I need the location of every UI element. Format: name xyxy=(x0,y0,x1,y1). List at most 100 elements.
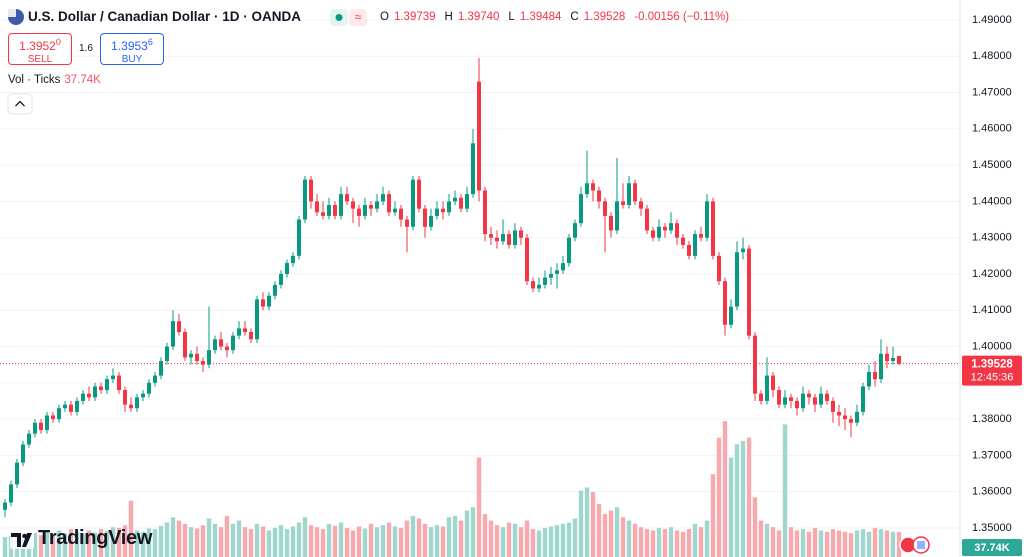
candle-body xyxy=(807,393,811,398)
volume-bar xyxy=(890,531,896,557)
candle-body xyxy=(123,390,127,405)
volume-bar xyxy=(422,523,428,557)
candle-body xyxy=(279,273,283,285)
candle-body xyxy=(207,350,211,365)
volume-bar xyxy=(152,529,158,557)
candle-body xyxy=(891,358,895,362)
volume-bar xyxy=(230,523,236,557)
candle-body xyxy=(789,397,793,401)
candle-body xyxy=(147,382,151,394)
volume-bar xyxy=(758,520,764,557)
volume-bar xyxy=(884,530,890,557)
volume-bar xyxy=(512,523,518,557)
sell-label: SELL xyxy=(27,54,53,65)
volume-bar xyxy=(572,518,578,557)
price-axis xyxy=(960,0,1024,557)
candle-body xyxy=(549,273,553,278)
candle-body xyxy=(723,281,727,325)
y-tick-label: 1.42000 xyxy=(972,268,1012,280)
candle-body xyxy=(801,393,805,409)
volume-bar xyxy=(32,533,38,557)
volume-bar xyxy=(578,490,584,557)
volume-bar xyxy=(428,527,434,557)
volume-bar xyxy=(434,525,440,557)
volume-bar xyxy=(236,520,242,557)
candle-body xyxy=(783,397,787,405)
candle-body xyxy=(87,393,91,398)
buy-price: 1.3953 xyxy=(111,39,148,53)
volume-bar xyxy=(716,437,722,557)
buy-button[interactable]: 1.39536 BUY xyxy=(100,33,164,65)
volume-bar xyxy=(386,522,392,557)
volume-bar xyxy=(338,522,344,557)
candle-body xyxy=(675,223,679,238)
volume-bar xyxy=(500,527,506,557)
volume-bar xyxy=(446,517,452,557)
candle-body xyxy=(423,208,427,227)
candle-body xyxy=(93,386,97,398)
volume-bar xyxy=(626,520,632,557)
volume-bar xyxy=(284,529,290,557)
y-tick-label: 1.40000 xyxy=(972,340,1012,352)
candle-body xyxy=(753,335,757,394)
candle-body xyxy=(537,284,541,289)
ohlc-value: 1.39528 xyxy=(583,11,626,23)
candle-body xyxy=(273,284,277,296)
candle-body xyxy=(681,237,685,245)
candle-body xyxy=(777,390,781,405)
candle-body xyxy=(555,270,559,274)
candle-body xyxy=(591,183,595,191)
y-tick-label: 1.36000 xyxy=(972,486,1012,498)
candle-body xyxy=(189,353,193,358)
volume-bar xyxy=(842,531,848,557)
candle-body xyxy=(69,404,73,412)
candle-body xyxy=(879,353,883,380)
volume-bar xyxy=(536,530,542,557)
candle-body xyxy=(27,433,31,445)
volume-bar xyxy=(584,487,590,557)
volume-bar xyxy=(404,520,410,557)
volume-bar xyxy=(812,527,818,557)
volume-bar xyxy=(506,522,512,557)
candle-body xyxy=(345,194,349,202)
volume-bar xyxy=(680,531,686,557)
candle-body xyxy=(507,234,511,245)
volume-bar xyxy=(452,515,458,557)
volume-bar xyxy=(686,529,692,557)
volume-bar xyxy=(362,528,368,557)
candle-body xyxy=(897,356,901,364)
volume-bar xyxy=(854,530,860,557)
candle-body xyxy=(117,375,121,391)
volume-bar xyxy=(74,531,80,557)
candle-body xyxy=(111,375,115,380)
volume-bar xyxy=(326,523,332,557)
candle-body xyxy=(813,397,817,405)
volume-bar xyxy=(122,525,128,557)
candle-body xyxy=(579,194,583,224)
volume-bar xyxy=(602,513,608,557)
candle-body xyxy=(819,393,823,405)
candle-body xyxy=(213,339,217,351)
candle-body xyxy=(165,346,169,362)
candle-body xyxy=(33,422,37,434)
candle-body xyxy=(597,190,601,202)
volume-bar xyxy=(722,421,728,557)
sell-button[interactable]: 1.39520 SELL xyxy=(8,33,72,65)
volume-bar xyxy=(566,522,572,557)
sell-pip: 0 xyxy=(55,37,61,47)
volume-bar xyxy=(140,531,146,557)
volume-bar xyxy=(68,529,74,557)
candle-body xyxy=(15,462,19,485)
candle-body xyxy=(81,393,85,401)
ohlc-key: L xyxy=(508,11,515,23)
candle-body xyxy=(297,219,301,256)
candle-body xyxy=(417,179,421,209)
volume-bar xyxy=(212,523,218,557)
volume-bar xyxy=(776,530,782,557)
candle-body xyxy=(849,419,853,423)
candle-body xyxy=(525,237,529,282)
volume-bar xyxy=(488,520,494,557)
volume-bar xyxy=(350,530,356,557)
candle-body xyxy=(159,361,163,376)
y-tick-label: 1.38000 xyxy=(972,413,1012,425)
